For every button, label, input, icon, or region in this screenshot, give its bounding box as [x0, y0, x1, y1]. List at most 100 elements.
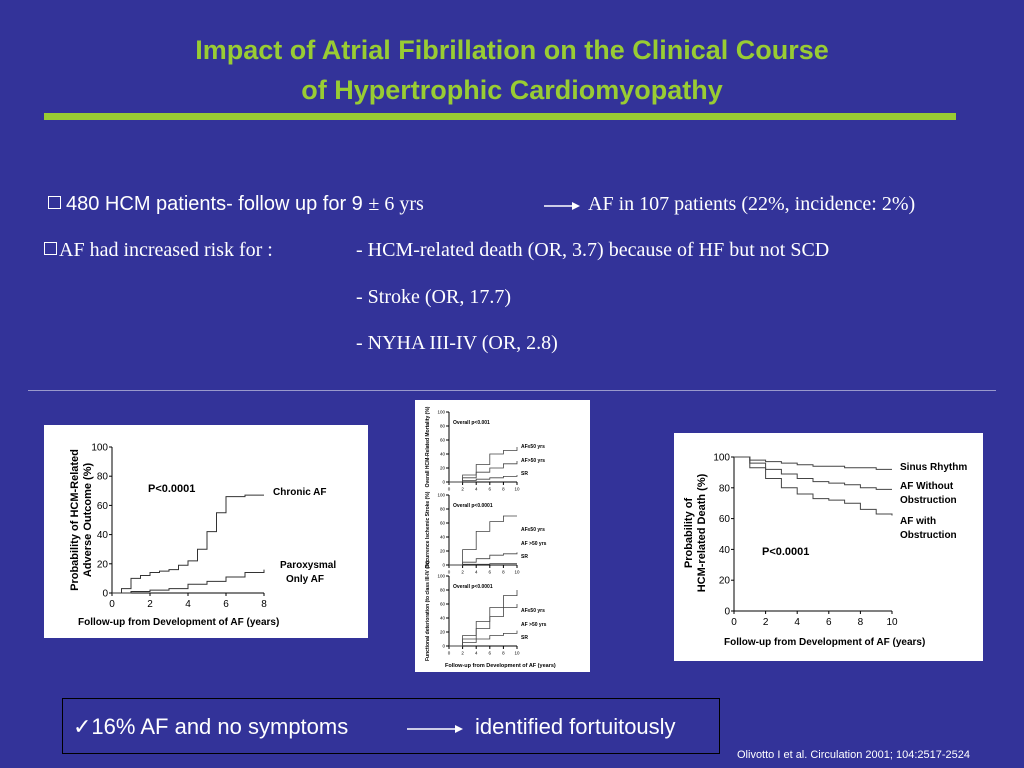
y-tick-label: 20 — [719, 576, 731, 587]
arrow-icon — [544, 202, 580, 210]
series-line — [449, 590, 518, 647]
x-tick-label: 0 — [448, 570, 451, 575]
bullet-2-item-2: - Stroke (OR, 17.7) — [356, 286, 511, 308]
series-label-paroxysmal-af: Paroxysmal — [280, 560, 336, 571]
x-axis-title: Follow-up from Development of AF (years) — [78, 617, 279, 628]
x-tick-label: 4 — [794, 617, 800, 628]
x-tick-label: 8 — [261, 599, 267, 610]
x-tick-label: 2 — [461, 651, 464, 656]
x-tick-label: 8 — [502, 651, 505, 656]
x-axis-title: Follow-up from Development of AF (years) — [445, 663, 556, 669]
x-tick-label: 10 — [514, 570, 520, 575]
callout-right-text: identified fortuitously — [475, 714, 676, 739]
x-tick-label: 4 — [475, 651, 478, 656]
y-tick-label: 0 — [442, 644, 445, 649]
y-tick-label: 80 — [440, 588, 446, 593]
series-label-af-with-obstruction: Obstruction — [900, 530, 957, 541]
series-label: AF >50 yrs — [521, 541, 547, 547]
bullet-2-item-1: - HCM-related death (OR, 3.7) because of… — [356, 239, 830, 261]
x-tick-label: 0 — [109, 599, 115, 610]
series-line-paroxysmal-af — [112, 569, 265, 594]
y-tick-label: 40 — [440, 616, 446, 621]
x-tick-label: 6 — [826, 617, 832, 628]
bullet-1-result: AF in 107 patients (22%, incidence: 2%) — [588, 193, 916, 215]
series-line — [734, 456, 893, 516]
slide-title: Impact of Atrial Fibrillation on the Cli… — [0, 30, 1024, 110]
panel-p-value-annotation: Overall p<0.0001 — [453, 503, 493, 509]
x-tick-label: 8 — [858, 617, 864, 628]
x-tick-label: 10 — [514, 651, 520, 656]
y-tick-label: 40 — [97, 530, 109, 541]
y-tick-label: 20 — [440, 466, 446, 471]
series-label: AF≤50 yrs — [521, 444, 545, 450]
y-tick-label: 60 — [97, 501, 109, 512]
bullet-2-lead: AF had increased risk for : — [59, 239, 273, 261]
y-tick-label: 60 — [440, 602, 446, 607]
x-tick-label: 2 — [461, 570, 464, 575]
series-label: AF≤50 yrs — [521, 527, 545, 533]
x-tick-label: 0 — [448, 651, 451, 656]
panel-y-axis-title: Functional deterioration (to class III-I… — [425, 561, 431, 661]
y-tick-label: 0 — [724, 607, 730, 618]
y-tick-label: 0 — [102, 589, 108, 600]
x-tick-label: 4 — [475, 487, 478, 492]
series-label: AF≤50 yrs — [521, 608, 545, 614]
series-label: SR — [521, 635, 528, 641]
separator-line — [28, 390, 996, 391]
y-tick-label: 100 — [713, 453, 730, 464]
series-line — [449, 552, 518, 566]
y-tick-label: 80 — [440, 424, 446, 429]
series-line-chronic-af — [112, 494, 264, 594]
p-value-annotation: P<0.0001 — [762, 546, 809, 558]
y-axis-title-line-1: Probability of — [683, 498, 695, 569]
y-tick-label: 40 — [719, 545, 731, 556]
chart-panel-right: 0 2 4 6 8 10 0 20 40 60 80 100 Probability of HCM-rel… — [674, 433, 983, 661]
callout-left-text: ✓16% AF and no symptoms — [73, 714, 349, 739]
y-tick-label: 60 — [440, 521, 446, 526]
title-line-2: of Hypertrophic Cardiomyopathy — [301, 75, 723, 105]
x-tick-label: 0 — [448, 487, 451, 492]
y-tick-label: 40 — [440, 452, 446, 457]
series-line — [449, 461, 518, 483]
citation: Olivotto I et al. Circulation 2001; 104:… — [737, 749, 970, 761]
y-axis-title-line-2: Adverse Outcome (%) — [82, 463, 94, 578]
series-label: AF>50 yrs — [521, 458, 545, 464]
y-tick-label: 40 — [440, 535, 446, 540]
series-label-af-with-obstruction: AF with — [900, 516, 936, 527]
chart-panel-left: 0 2 4 6 8 0 20 40 60 80 100 Probability of HCM-Rela… — [44, 425, 368, 638]
checkbox-bullet-icon — [48, 196, 61, 209]
bullet-2: AF had increased risk for : — [44, 238, 273, 262]
series-line — [734, 456, 892, 470]
series-line — [449, 630, 518, 647]
y-tick-label: 60 — [440, 438, 446, 443]
x-tick-label: 10 — [514, 487, 520, 492]
bullet-1-sd: ± 6 yrs — [368, 193, 424, 215]
title-line-1: Impact of Atrial Fibrillation on the Cli… — [195, 35, 829, 65]
series-label: AF >50 yrs — [521, 622, 547, 628]
series-line — [449, 475, 518, 483]
series-line — [449, 447, 518, 483]
bullet-2-item-3: - NYHA III-IV (OR, 2.8) — [356, 332, 558, 354]
series-label-af-without-obstruction: AF Without — [900, 481, 954, 492]
y-tick-label: 80 — [440, 507, 446, 512]
panel-p-value-annotation: Overall p<0.0001 — [453, 584, 493, 590]
x-tick-label: 2 — [461, 487, 464, 492]
checkbox-bullet-icon — [44, 242, 57, 255]
series-line — [449, 604, 518, 647]
series-line — [449, 563, 517, 566]
x-axis-title: Follow-up from Development of AF (years) — [724, 637, 925, 648]
x-tick-label: 10 — [886, 617, 898, 628]
y-tick-label: 100 — [437, 493, 445, 498]
y-tick-label: 80 — [719, 483, 731, 494]
panel-p-value-annotation: Overall p<0.001 — [453, 420, 490, 426]
series-line — [734, 456, 892, 490]
x-tick-label: 6 — [489, 487, 492, 492]
y-tick-label: 0 — [442, 563, 445, 568]
series-label: SR — [521, 554, 528, 560]
x-tick-label: 2 — [147, 599, 153, 610]
x-tick-label: 8 — [502, 570, 505, 575]
x-tick-label: 0 — [731, 617, 737, 628]
y-tick-label: 20 — [440, 630, 446, 635]
